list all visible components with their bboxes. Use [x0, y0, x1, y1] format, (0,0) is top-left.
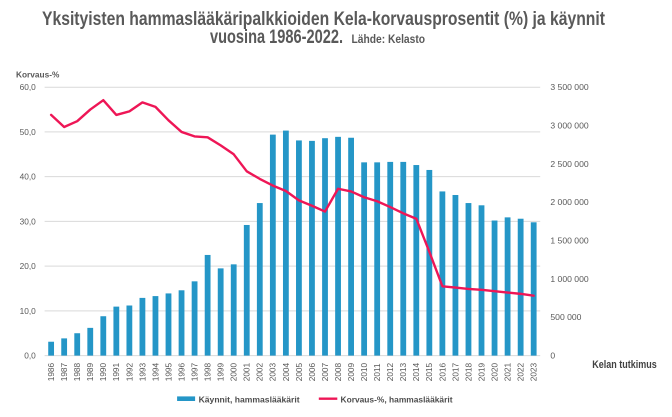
svg-text:0: 0 — [550, 351, 555, 361]
svg-text:1991: 1991 — [111, 362, 121, 381]
svg-text:0,0: 0,0 — [24, 351, 36, 361]
svg-text:2002: 2002 — [255, 362, 265, 381]
svg-text:2 000 000: 2 000 000 — [550, 197, 588, 207]
svg-text:Korvaus-%: Korvaus-% — [16, 70, 60, 80]
svg-text:2008: 2008 — [333, 362, 343, 381]
svg-text:1994: 1994 — [150, 362, 160, 381]
svg-text:10,0: 10,0 — [20, 306, 37, 316]
svg-text:2021: 2021 — [502, 362, 512, 381]
svg-text:vuosina 1986-2022.: vuosina 1986-2022. — [210, 27, 343, 48]
svg-text:2007: 2007 — [320, 362, 330, 381]
svg-text:2016: 2016 — [437, 362, 447, 381]
svg-text:2003: 2003 — [268, 362, 278, 381]
svg-text:2011: 2011 — [372, 363, 382, 381]
svg-text:1997: 1997 — [189, 362, 199, 381]
svg-text:2010: 2010 — [359, 362, 369, 381]
svg-text:Lähde: Kelasto: Lähde: Kelasto — [352, 32, 426, 46]
svg-text:40,0: 40,0 — [20, 172, 37, 182]
svg-text:3 500 000: 3 500 000 — [550, 82, 588, 92]
svg-text:Kelan tutkimus: Kelan tutkimus — [592, 359, 656, 371]
svg-text:Käynnit, hammaslääkärit: Käynnit, hammaslääkärit — [199, 394, 300, 404]
svg-text:2006: 2006 — [307, 362, 317, 381]
svg-text:2000: 2000 — [229, 362, 239, 381]
svg-text:3 000 000: 3 000 000 — [550, 120, 588, 130]
svg-text:2022: 2022 — [516, 362, 526, 381]
svg-text:2023: 2023 — [529, 362, 539, 381]
svg-text:2 500 000: 2 500 000 — [550, 159, 588, 169]
svg-text:60,0: 60,0 — [20, 82, 37, 92]
svg-text:20,0: 20,0 — [20, 261, 37, 271]
svg-text:Yksityisten hammaslääkäripalkk: Yksityisten hammaslääkäripalkkioiden Kel… — [42, 8, 605, 30]
svg-text:2009: 2009 — [346, 362, 356, 381]
svg-text:1988: 1988 — [72, 362, 82, 381]
svg-text:30,0: 30,0 — [20, 216, 37, 226]
svg-text:2001: 2001 — [242, 362, 252, 381]
svg-text:2017: 2017 — [450, 362, 460, 381]
svg-text:1998: 1998 — [203, 362, 213, 381]
svg-text:1987: 1987 — [59, 362, 69, 381]
svg-text:2004: 2004 — [281, 362, 291, 381]
svg-text:Korvaus-%, hammaslääkärit: Korvaus-%, hammaslääkärit — [341, 394, 453, 404]
svg-text:1986: 1986 — [46, 362, 56, 381]
svg-text:2020: 2020 — [489, 362, 499, 381]
svg-text:1999: 1999 — [216, 362, 226, 381]
svg-text:2015: 2015 — [424, 362, 434, 381]
svg-text:1 000 000: 1 000 000 — [550, 274, 588, 284]
svg-text:1989: 1989 — [85, 362, 95, 381]
svg-text:1995: 1995 — [163, 362, 173, 381]
svg-text:2014: 2014 — [411, 362, 421, 381]
svg-text:1992: 1992 — [124, 362, 134, 381]
svg-text:2013: 2013 — [398, 362, 408, 381]
svg-text:2019: 2019 — [476, 362, 486, 381]
svg-text:1993: 1993 — [137, 362, 147, 381]
svg-text:2018: 2018 — [463, 362, 473, 381]
svg-text:2005: 2005 — [294, 362, 304, 381]
svg-text:50,0: 50,0 — [20, 127, 37, 137]
svg-text:2012: 2012 — [385, 362, 395, 381]
svg-text:500 000: 500 000 — [550, 312, 581, 322]
svg-text:1996: 1996 — [176, 362, 186, 381]
svg-text:1 500 000: 1 500 000 — [550, 235, 588, 245]
svg-text:1990: 1990 — [98, 362, 108, 381]
